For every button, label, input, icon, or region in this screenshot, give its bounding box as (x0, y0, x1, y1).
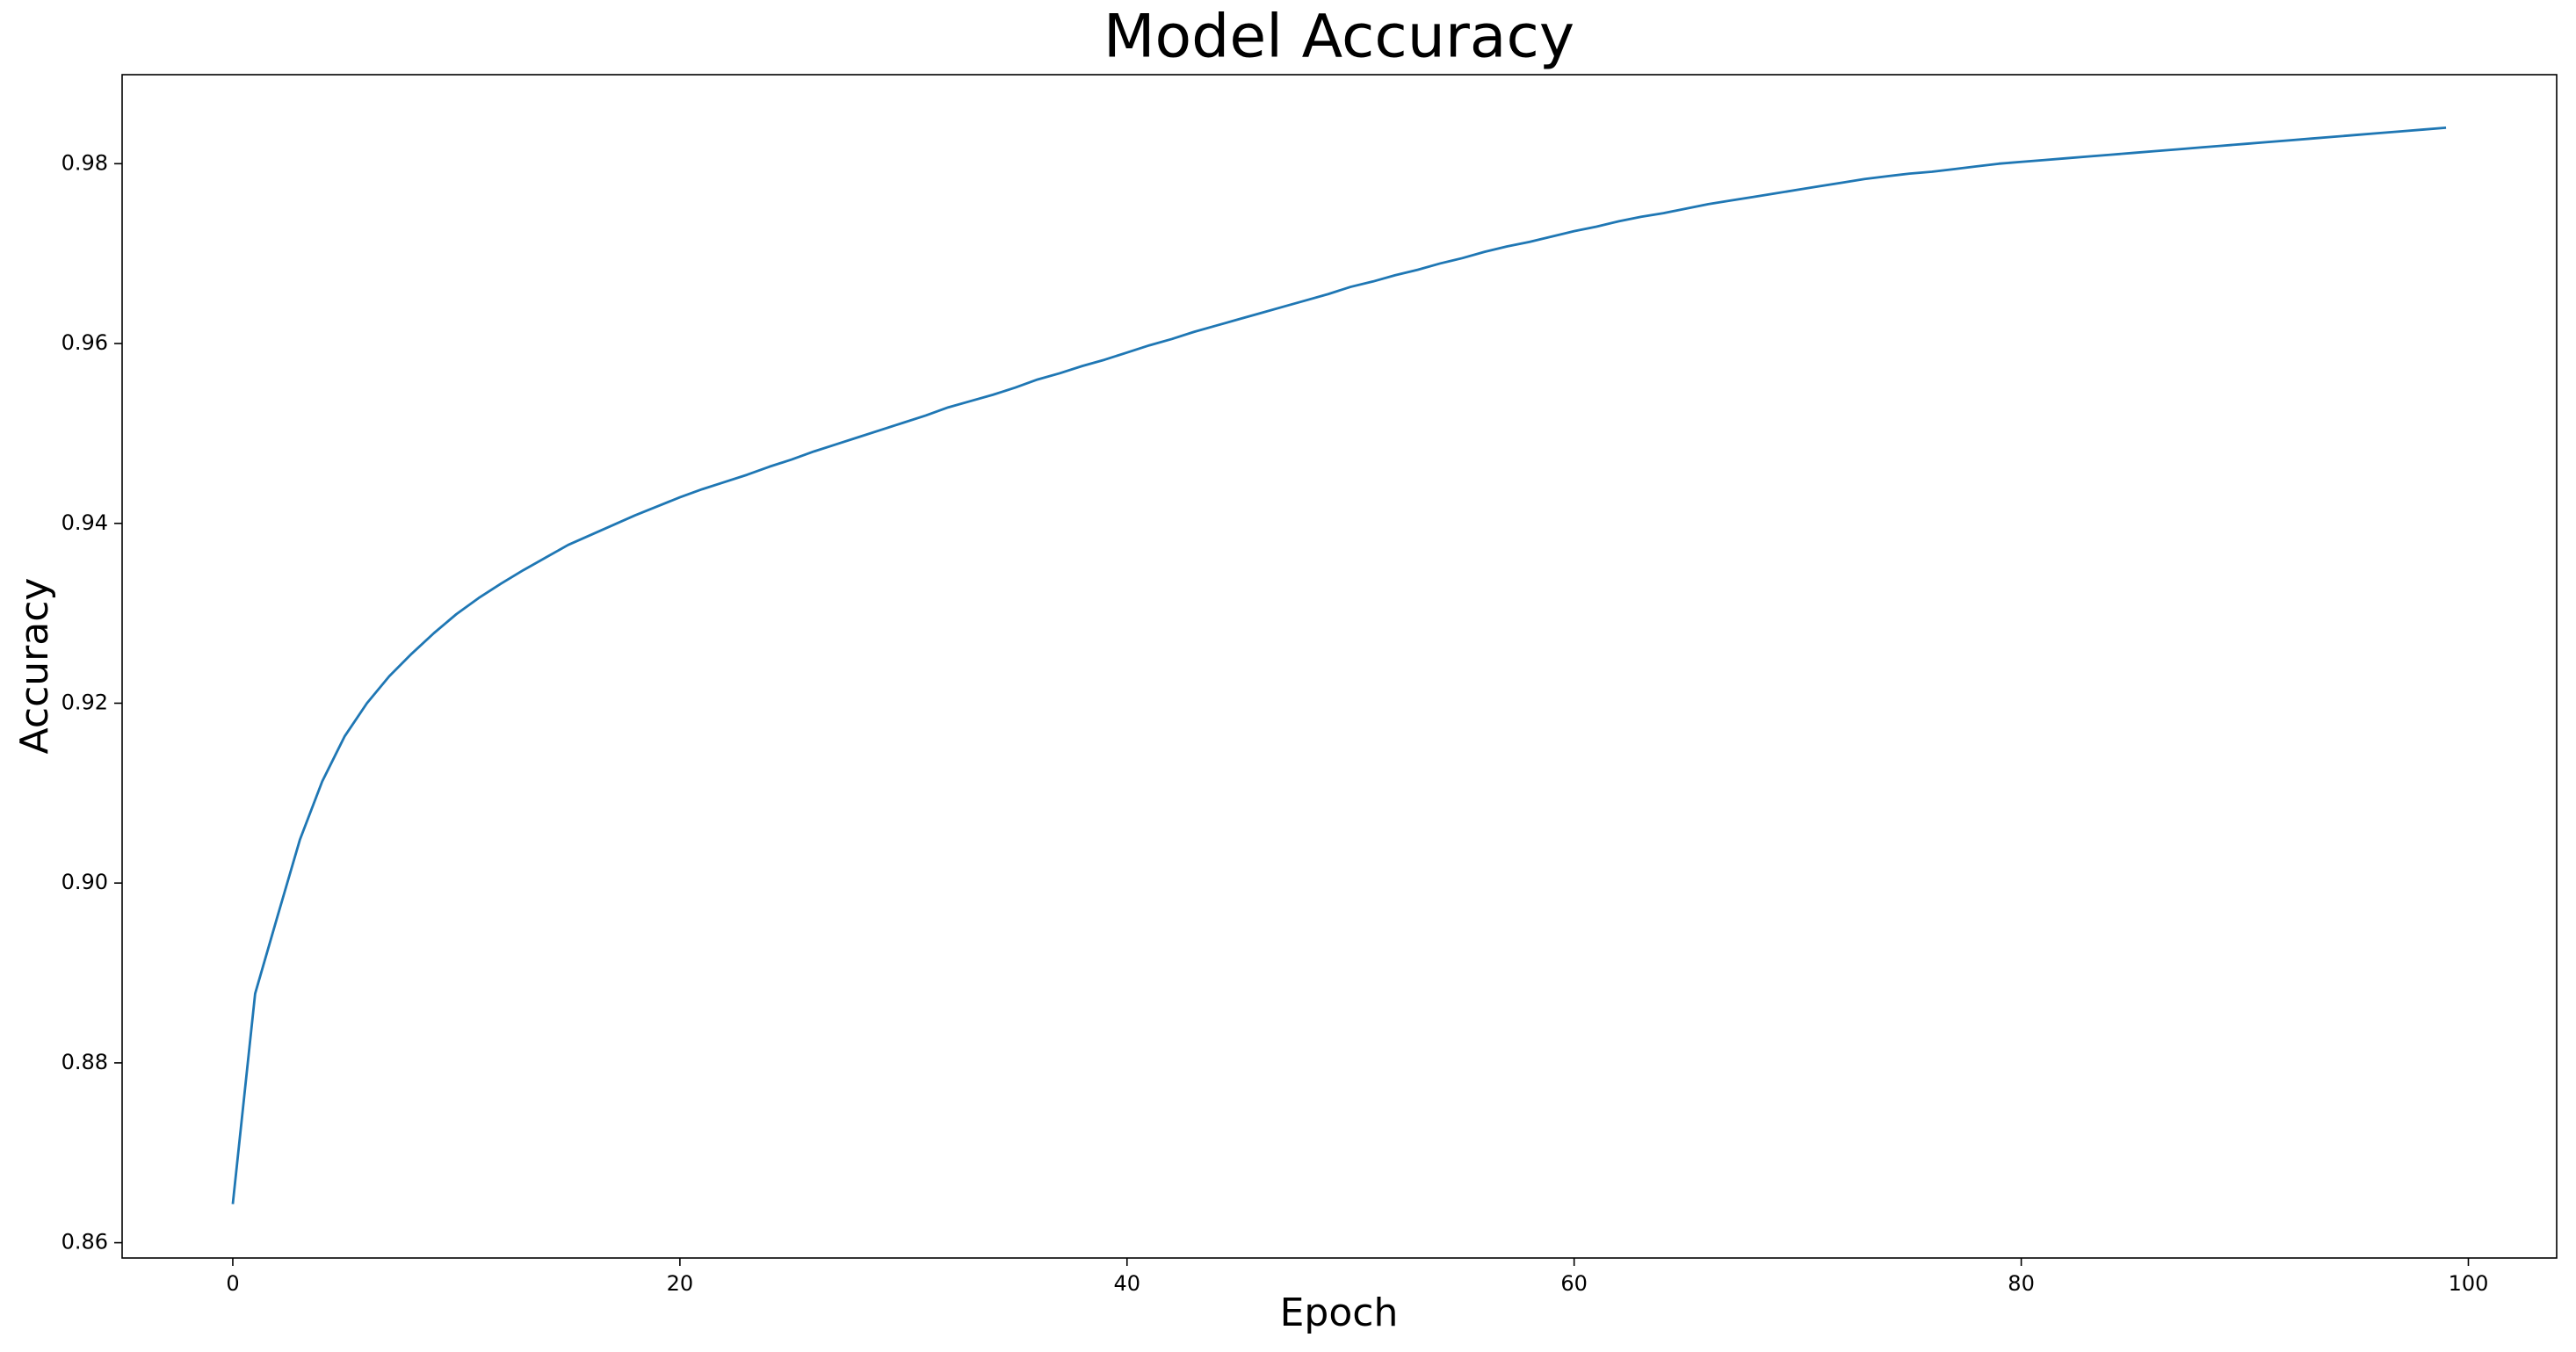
y-tick-label: 0.94 (62, 510, 108, 535)
y-axis-label: Accuracy (12, 578, 57, 755)
y-tick-label: 0.96 (62, 330, 108, 355)
y-tick-label: 0.88 (62, 1050, 108, 1074)
x-tick-label: 100 (2449, 1271, 2489, 1296)
x-tick-label: 0 (226, 1271, 239, 1296)
x-tick-label: 20 (667, 1271, 694, 1296)
y-tick-label: 0.90 (62, 870, 108, 894)
chart-title: Model Accuracy (1103, 3, 1574, 72)
y-tick-label: 0.98 (62, 150, 108, 175)
x-tick-label: 60 (1560, 1271, 1588, 1296)
plot-frame (121, 74, 2558, 1259)
data-line (231, 126, 2447, 1204)
x-tick-label: 40 (1113, 1271, 1140, 1296)
y-tick-label: 0.86 (62, 1230, 108, 1254)
x-axis-label: Epoch (1280, 1291, 1399, 1335)
x-tick-label: 80 (2008, 1271, 2035, 1296)
y-tick-label: 0.92 (62, 690, 108, 714)
